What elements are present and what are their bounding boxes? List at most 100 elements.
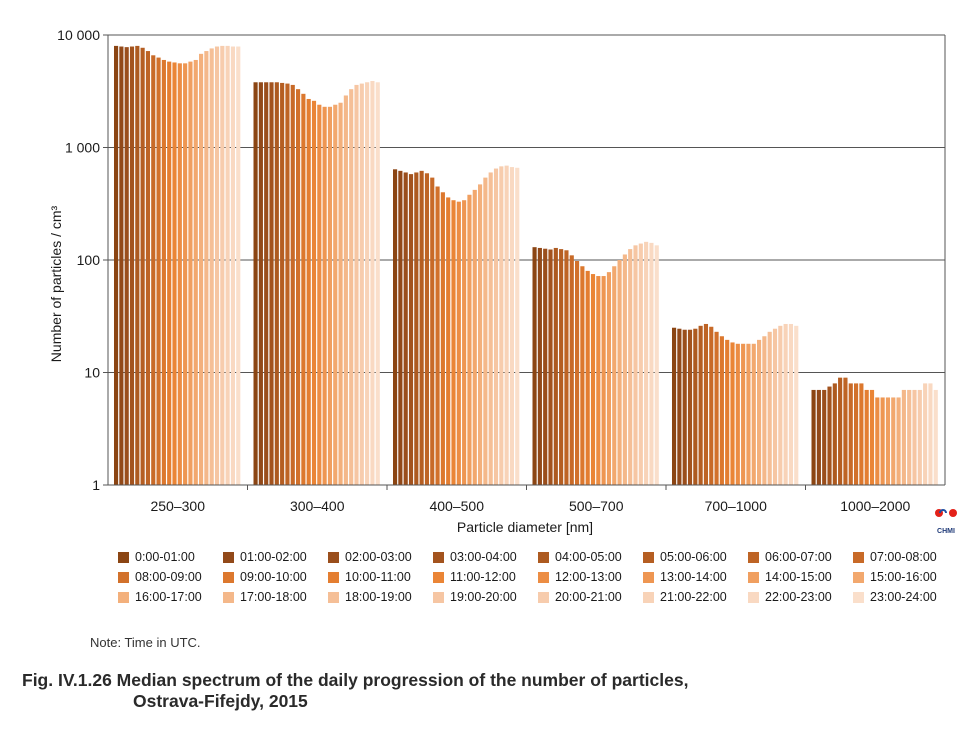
bar — [827, 386, 832, 485]
legend-label: 15:00-16:00 — [870, 570, 937, 584]
legend-label: 09:00-10:00 — [240, 570, 307, 584]
legend-item: 14:00-15:00 — [748, 569, 853, 585]
legend-label: 08:00-09:00 — [135, 570, 202, 584]
legend-label: 22:00-23:00 — [765, 590, 832, 604]
legend-label: 03:00-04:00 — [450, 550, 517, 564]
bar — [188, 61, 193, 486]
legend-item: 06:00-07:00 — [748, 549, 853, 565]
legend-item: 11:00-12:00 — [433, 569, 538, 585]
bar — [714, 331, 719, 485]
bar — [590, 274, 596, 485]
legend-label: 16:00-17:00 — [135, 590, 202, 604]
bar — [687, 329, 693, 485]
bar — [832, 383, 837, 485]
bar — [912, 389, 917, 485]
legend-label: 21:00-22:00 — [660, 590, 727, 604]
y-tick-labels: 1 10 100 1 000 10 000 — [57, 27, 100, 493]
bar — [741, 343, 746, 485]
bar — [129, 46, 135, 486]
legend-item: 02:00-03:00 — [328, 549, 433, 565]
logo-text: CHMI — [937, 528, 955, 535]
legend-label: 06:00-07:00 — [765, 550, 832, 564]
bar — [783, 323, 788, 485]
bar — [719, 336, 724, 485]
legend-item: 17:00-18:00 — [223, 589, 328, 605]
bar — [891, 397, 896, 485]
bar — [483, 177, 488, 486]
bar — [236, 46, 241, 486]
bar — [548, 249, 553, 485]
legend-item: 07:00-08:00 — [853, 549, 958, 565]
legend-swatch — [328, 591, 339, 603]
bar — [183, 63, 188, 485]
legend-label: 10:00-11:00 — [345, 570, 411, 584]
legend-item: 03:00-04:00 — [433, 549, 538, 565]
bar — [672, 327, 677, 485]
bar — [488, 172, 493, 485]
bar — [375, 82, 380, 486]
legend: 0:00-01:00 01:00-02:00 02:00-03:00 03:00-04… — [118, 549, 958, 605]
axes — [107, 35, 946, 486]
bar — [167, 61, 172, 486]
bar — [816, 389, 821, 485]
bar — [199, 53, 204, 486]
bar — [285, 83, 290, 485]
bar — [559, 249, 564, 485]
bar — [633, 245, 638, 485]
bar — [767, 331, 772, 485]
legend-item: 19:00-20:00 — [433, 589, 538, 605]
legend-swatch — [433, 571, 444, 583]
legend-swatch — [538, 591, 549, 603]
y-tick-label: 10 — [84, 365, 100, 381]
legend-item: 20:00-21:00 — [538, 589, 643, 605]
bar — [349, 89, 354, 486]
x-tick-label: 250–300 — [150, 498, 205, 514]
bar — [580, 266, 585, 485]
legend-item: 15:00-16:00 — [853, 569, 958, 585]
bar — [151, 55, 156, 486]
gridlines — [103, 34, 945, 490]
legend-item: 16:00-17:00 — [118, 589, 223, 605]
caption-line-1: Fig. IV.1.26 Median spectrum of the dail… — [22, 670, 689, 690]
legend-label: 01:00-02:00 — [240, 550, 307, 564]
x-tick-labels: 250–300 300–400 400–500 500–700 700–1000 1000… — [150, 498, 910, 514]
bar — [875, 397, 880, 485]
bar — [543, 248, 548, 485]
bar — [327, 106, 333, 485]
bar — [301, 93, 306, 485]
legend-swatch — [748, 551, 759, 563]
legend-swatch — [643, 591, 654, 603]
bar — [575, 260, 580, 485]
legend-label: 19:00-20:00 — [450, 590, 517, 604]
legend-item: 10:00-11:00 — [328, 569, 433, 585]
bar — [907, 389, 912, 485]
bar — [928, 383, 933, 485]
bar — [269, 82, 274, 486]
bar — [264, 82, 269, 486]
bar — [408, 174, 414, 486]
bar — [398, 170, 403, 486]
y-tick-label: 1 — [92, 477, 100, 493]
y-axis-label: Number of particles / cm³ — [48, 205, 64, 362]
legend-label: 07:00-08:00 — [870, 550, 937, 564]
bar — [393, 169, 398, 486]
legend-item: 05:00-06:00 — [643, 549, 748, 565]
legend-swatch — [328, 571, 339, 583]
bar — [177, 63, 182, 485]
legend-item: 12:00-13:00 — [538, 569, 643, 585]
legend-swatch — [643, 571, 654, 583]
bar — [709, 326, 714, 485]
bar — [419, 170, 424, 486]
bar — [359, 83, 364, 485]
legend-label: 0:00-01:00 — [135, 550, 195, 564]
legend-label: 02:00-03:00 — [345, 550, 412, 564]
bar — [682, 329, 687, 485]
legend-item: 04:00-05:00 — [538, 549, 643, 565]
bar — [917, 389, 922, 485]
bar — [612, 266, 617, 485]
legend-label: 13:00-14:00 — [660, 570, 727, 584]
legend-item: 22:00-23:00 — [748, 589, 853, 605]
legend-swatch — [328, 551, 339, 563]
bar — [515, 167, 520, 486]
bar — [901, 389, 906, 485]
